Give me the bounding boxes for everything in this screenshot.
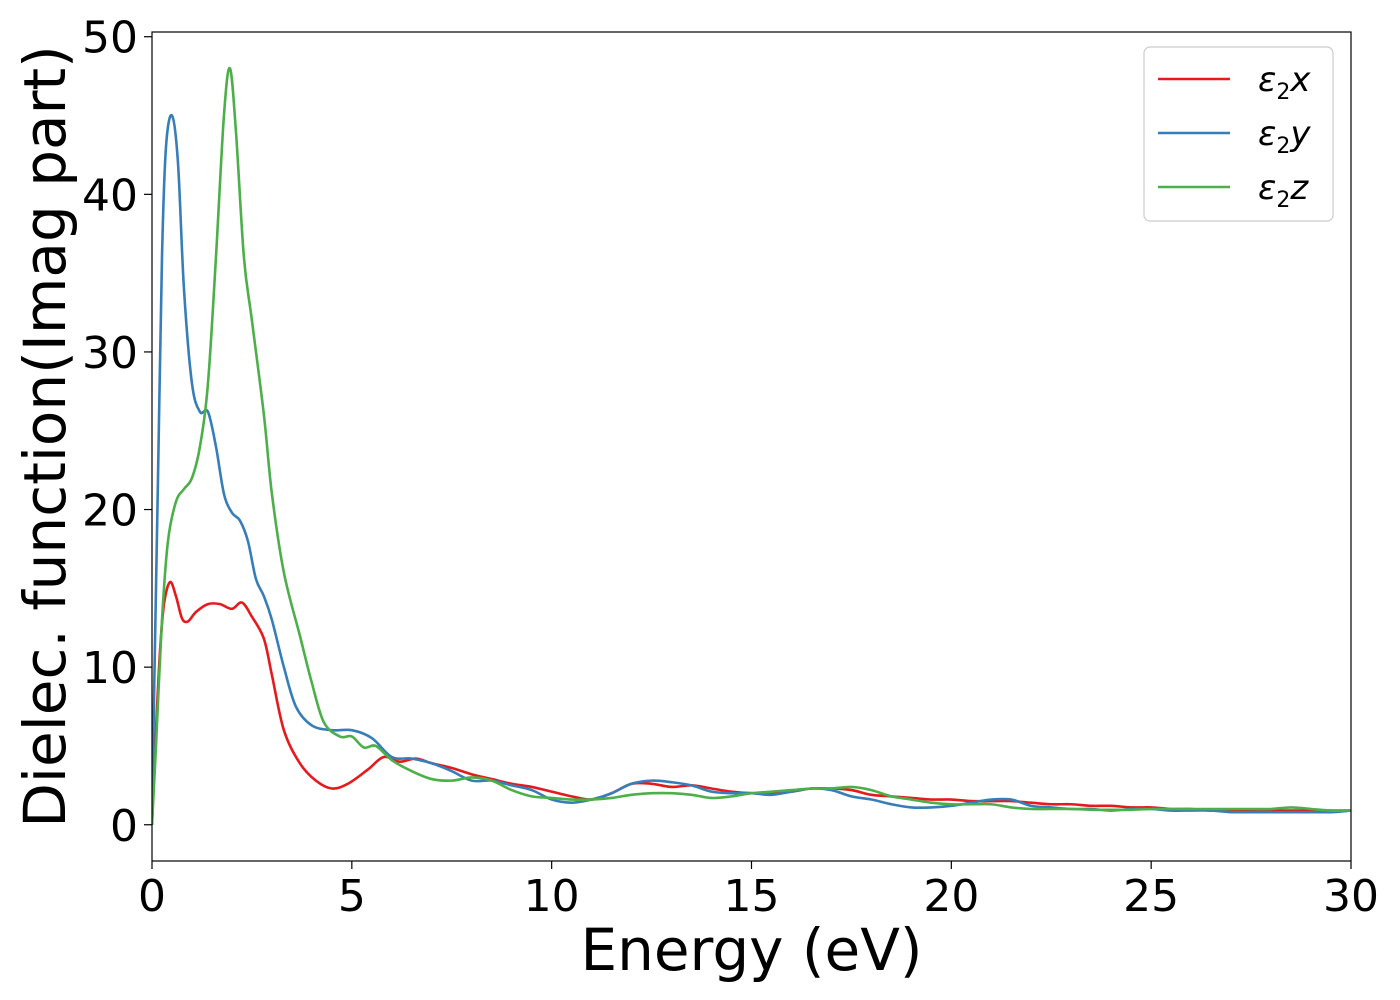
legend-box <box>1143 46 1334 222</box>
legend-label-y: ε2y <box>1258 114 1311 159</box>
legend: ε2x ε2y ε2z <box>1143 46 1334 222</box>
series-line-x <box>152 580 1351 825</box>
y-tick-label: 40 <box>82 170 138 221</box>
y-axis-ticks: 0 10 20 30 40 50 <box>82 13 152 852</box>
plot-series-group <box>152 66 1351 825</box>
legend-label-x: ε2x <box>1258 60 1311 105</box>
y-tick-label: 0 <box>110 801 138 852</box>
y-tick-label: 30 <box>82 328 138 379</box>
x-tick-label: 25 <box>1123 871 1179 922</box>
x-tick-label: 30 <box>1323 871 1379 922</box>
y-tick-label: 50 <box>82 13 138 64</box>
x-axis-ticks: 0 5 10 15 20 25 30 <box>138 861 1379 922</box>
x-axis-title: Energy (eV) <box>580 916 922 984</box>
y-tick-label: 20 <box>82 486 138 537</box>
y-axis-title: Dielec. function(Imag part) <box>11 45 79 828</box>
y-tick-label: 10 <box>82 643 138 694</box>
series-line-z <box>152 66 1351 825</box>
legend-label-z: ε2z <box>1258 168 1309 213</box>
x-tick-label: 20 <box>923 871 979 922</box>
x-tick-label: 5 <box>338 871 366 922</box>
x-tick-label: 10 <box>524 871 580 922</box>
x-tick-label: 0 <box>138 871 166 922</box>
x-tick-label: 15 <box>724 871 780 922</box>
